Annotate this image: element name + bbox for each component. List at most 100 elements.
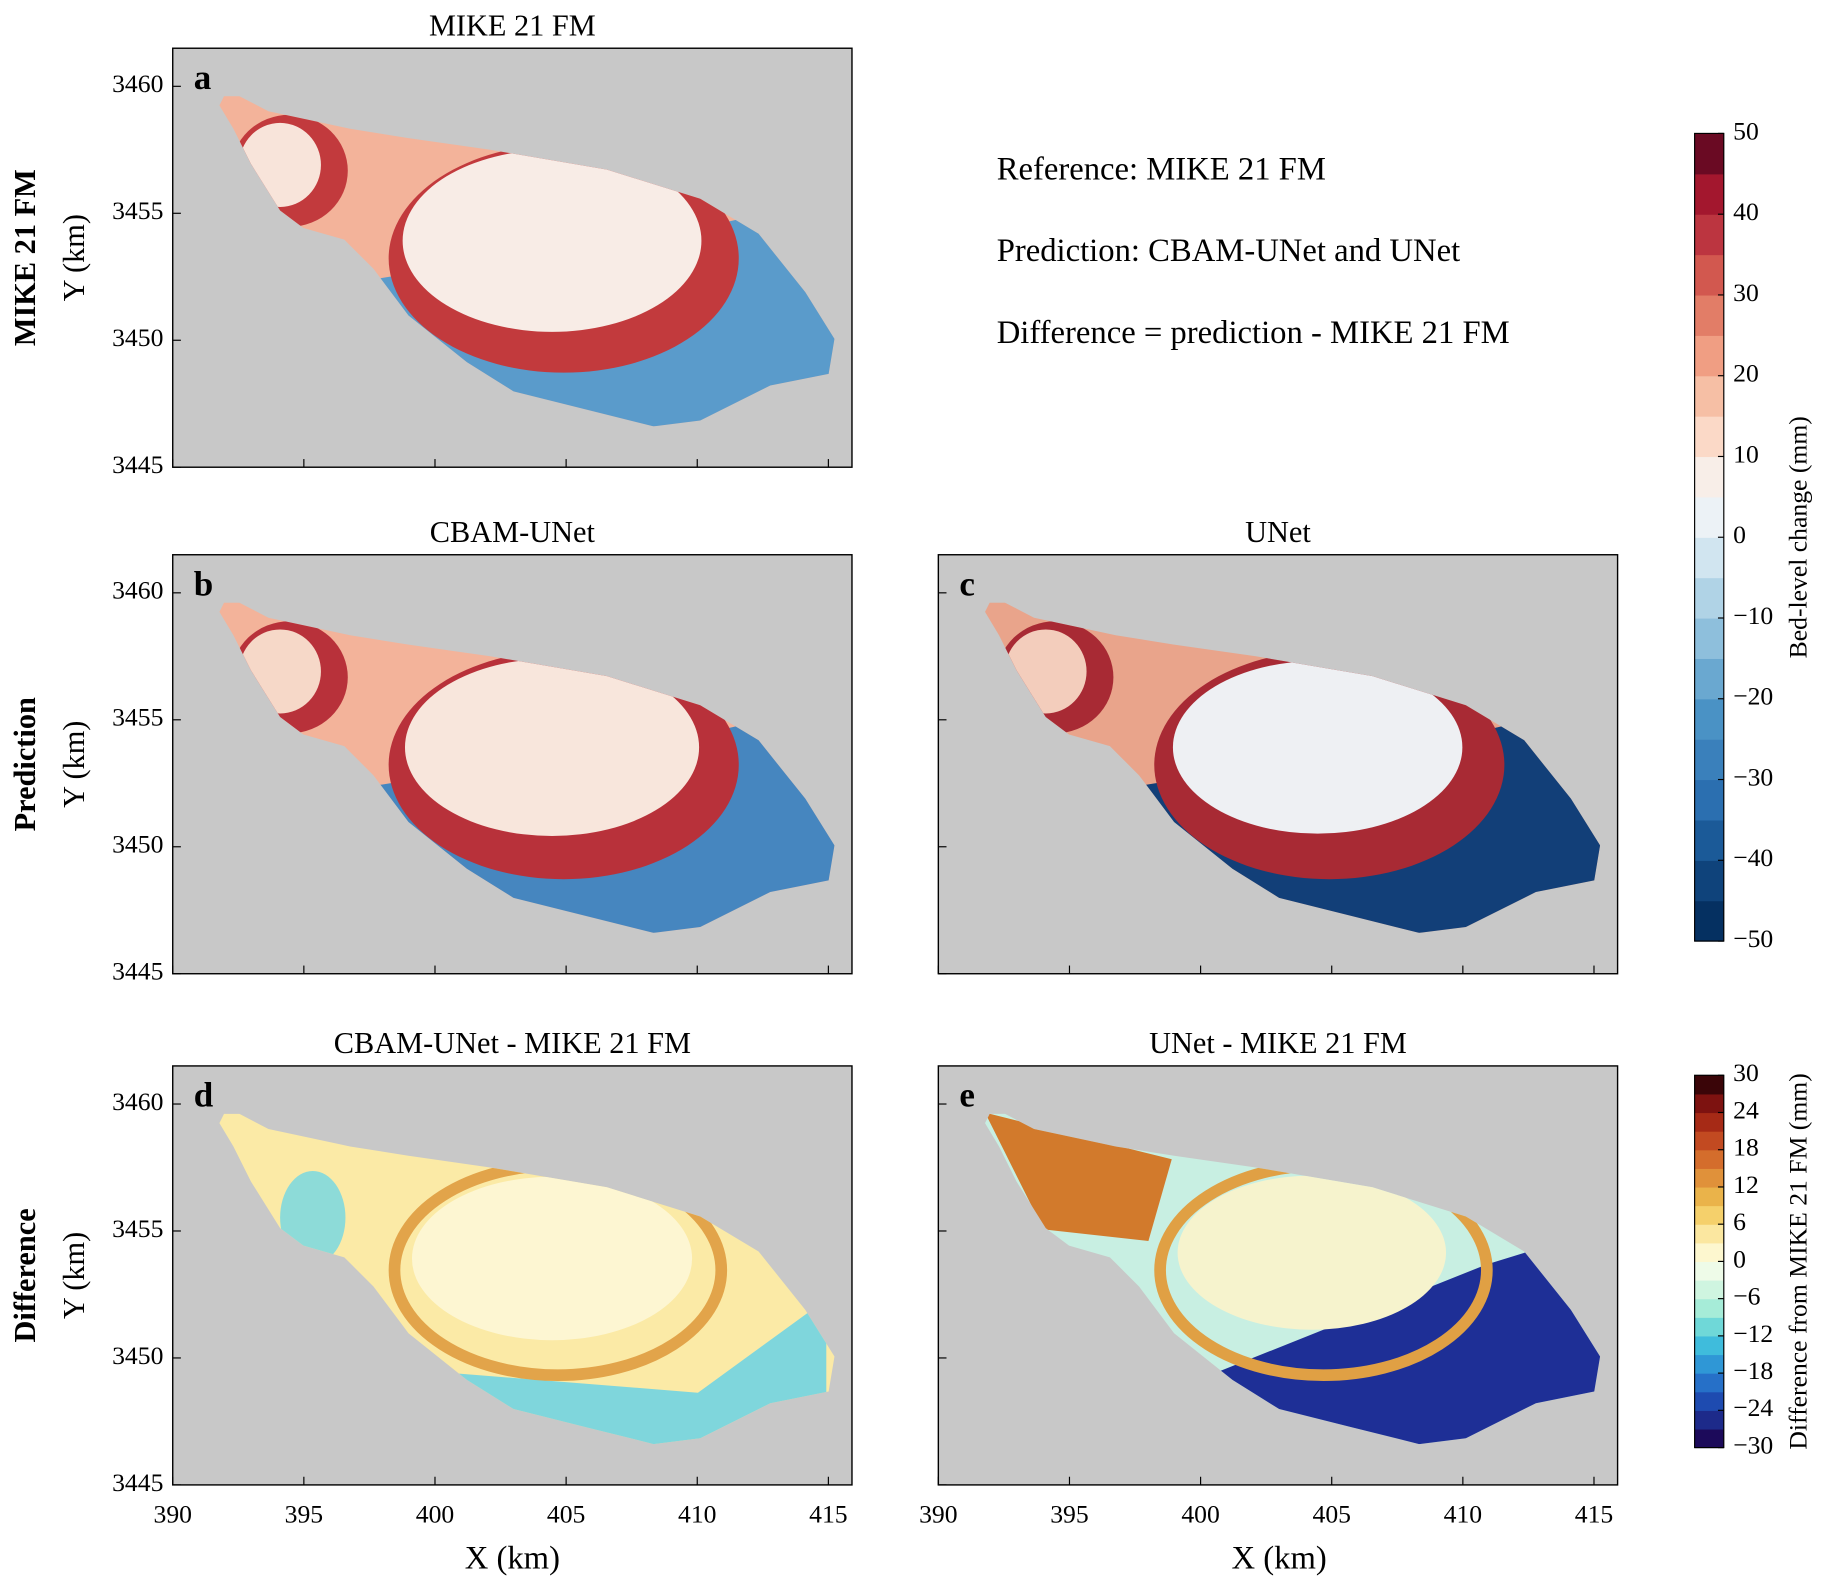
- colorbar-level: [1694, 1298, 1724, 1318]
- y-tick-label: 3450: [112, 1341, 163, 1370]
- colorbar-level: [1694, 1261, 1724, 1281]
- colorbar-level: [1694, 133, 1724, 175]
- x-axis-label: X (km): [465, 1540, 560, 1576]
- colorbar-level: [1694, 900, 1724, 942]
- colorbar-level: [1694, 1224, 1724, 1244]
- axes-frame: [937, 554, 1619, 975]
- y-tick-label: 3445: [112, 957, 163, 986]
- y-tick-label: 3450: [112, 830, 163, 859]
- colorbar-tick-label: 18: [1733, 1133, 1759, 1162]
- x-tick-label: 390: [919, 1499, 957, 1528]
- panel-title: UNet: [1245, 515, 1311, 549]
- colorbar-level: [1694, 214, 1724, 256]
- y-tick-label: 3450: [112, 323, 163, 352]
- colorbar-tick-label: −50: [1733, 924, 1773, 953]
- colorbar-tick-label: −6: [1733, 1282, 1760, 1311]
- colorbar-level: [1694, 1373, 1724, 1393]
- y-tick-label: 3460: [112, 576, 163, 605]
- y-tick-label: 3460: [112, 69, 163, 98]
- note: Prediction: CBAM-UNet and UNet: [997, 233, 1460, 269]
- colorbar-tick-label: 30: [1733, 1058, 1759, 1087]
- x-tick-label: 390: [153, 1499, 191, 1528]
- colorbar-level: [1694, 1186, 1724, 1207]
- colorbar-level: [1694, 496, 1724, 538]
- colorbar-level: [1694, 1093, 1724, 1114]
- colorbar-level: [1694, 294, 1724, 336]
- colorbar-tick-label: 20: [1733, 359, 1759, 388]
- note: Difference = prediction - MIKE 21 FM: [997, 315, 1510, 351]
- panel-title: MIKE 21 FM: [429, 8, 596, 42]
- row-label: Prediction: [8, 697, 42, 831]
- colorbar-level: [1694, 173, 1724, 215]
- colorbar-level: [1694, 698, 1724, 740]
- x-tick-label: 410: [1444, 1499, 1482, 1528]
- colorbar-tick-label: −10: [1733, 601, 1773, 630]
- colorbar-tick-label: −40: [1733, 843, 1773, 872]
- x-tick-label: 415: [1575, 1499, 1613, 1528]
- axes-frame: [172, 554, 853, 975]
- colorbar-level: [1694, 618, 1724, 659]
- x-axis-label: X (km): [1232, 1540, 1327, 1576]
- field: [1195, 1217, 1601, 1445]
- panel-title: UNet - MIKE 21 FM: [1149, 1026, 1407, 1060]
- colorbar-tick-label: −30: [1733, 1430, 1773, 1459]
- colorbar-tick-label: 50: [1733, 116, 1759, 145]
- axes-frame: [172, 1065, 853, 1486]
- colorbar-level: [1694, 1131, 1724, 1151]
- colorbar-level: [1694, 537, 1724, 579]
- colorbar-tick-label: −12: [1733, 1319, 1773, 1348]
- colorbar-level: [1694, 1242, 1724, 1263]
- colorbar-level: [1694, 335, 1724, 377]
- y-axis-label: Y (km): [57, 721, 91, 808]
- colorbar-level: [1694, 254, 1724, 296]
- colorbar-level: [1694, 1428, 1724, 1449]
- colorbar-level: [1694, 1335, 1724, 1356]
- colorbar-tick-label: 30: [1733, 278, 1759, 307]
- y-tick-label: 3460: [112, 1087, 163, 1116]
- colorbar-level: [1694, 779, 1724, 821]
- field: [985, 1113, 1172, 1241]
- y-tick-label: 3455: [112, 1214, 163, 1243]
- panel-letter: c: [959, 564, 975, 603]
- field: [404, 658, 700, 837]
- colorbar-tick-label: −30: [1733, 762, 1773, 791]
- colorbar-tick-label: 6: [1733, 1207, 1746, 1236]
- row-label: Difference: [8, 1208, 42, 1342]
- map-field: [985, 602, 1601, 933]
- colorbar-tick-label: 12: [1733, 1170, 1759, 1199]
- colorbar-tick-label: −20: [1733, 682, 1773, 711]
- x-tick-label: 415: [809, 1499, 847, 1528]
- panel-title: CBAM-UNet - MIKE 21 FM: [334, 1026, 691, 1060]
- panel-letter: b: [194, 564, 213, 603]
- colorbar-tick-label: −18: [1733, 1356, 1773, 1385]
- panel-title: CBAM-UNet: [430, 515, 596, 549]
- x-tick-label: 405: [547, 1499, 585, 1528]
- axes-frame: [172, 47, 853, 468]
- colorbar-tick-label: 24: [1733, 1095, 1759, 1124]
- panel-letter: a: [194, 58, 212, 97]
- colorbar-level: [1694, 1391, 1724, 1411]
- panel-letter: e: [959, 1076, 975, 1115]
- x-tick-label: 400: [1181, 1499, 1219, 1528]
- colorbar-label: Difference from MIKE 21 FM (mm): [1784, 1073, 1813, 1449]
- colorbar-tick-label: −24: [1733, 1393, 1773, 1422]
- y-axis-label: Y (km): [57, 1232, 91, 1319]
- field: [1177, 1175, 1447, 1330]
- y-tick-label: 3455: [112, 196, 163, 225]
- axes-frame: [937, 1065, 1619, 1486]
- colorbar-tick-label: 40: [1733, 197, 1759, 226]
- colorbar-level: [1694, 1280, 1724, 1300]
- x-tick-label: 405: [1312, 1499, 1350, 1528]
- note: Reference: MIKE 21 FM: [997, 151, 1326, 187]
- colorbar-tick-label: 10: [1733, 439, 1759, 468]
- y-tick-label: 3455: [112, 703, 163, 732]
- field: [1172, 660, 1463, 834]
- colorbar-level: [1694, 577, 1724, 619]
- y-tick-label: 3445: [112, 1468, 163, 1497]
- colorbar-level: [1694, 1410, 1724, 1430]
- colorbar-level: [1694, 1112, 1724, 1132]
- colorbar-level: [1694, 819, 1724, 861]
- x-tick-label: 395: [1050, 1499, 1088, 1528]
- colorbar-level: [1694, 860, 1724, 902]
